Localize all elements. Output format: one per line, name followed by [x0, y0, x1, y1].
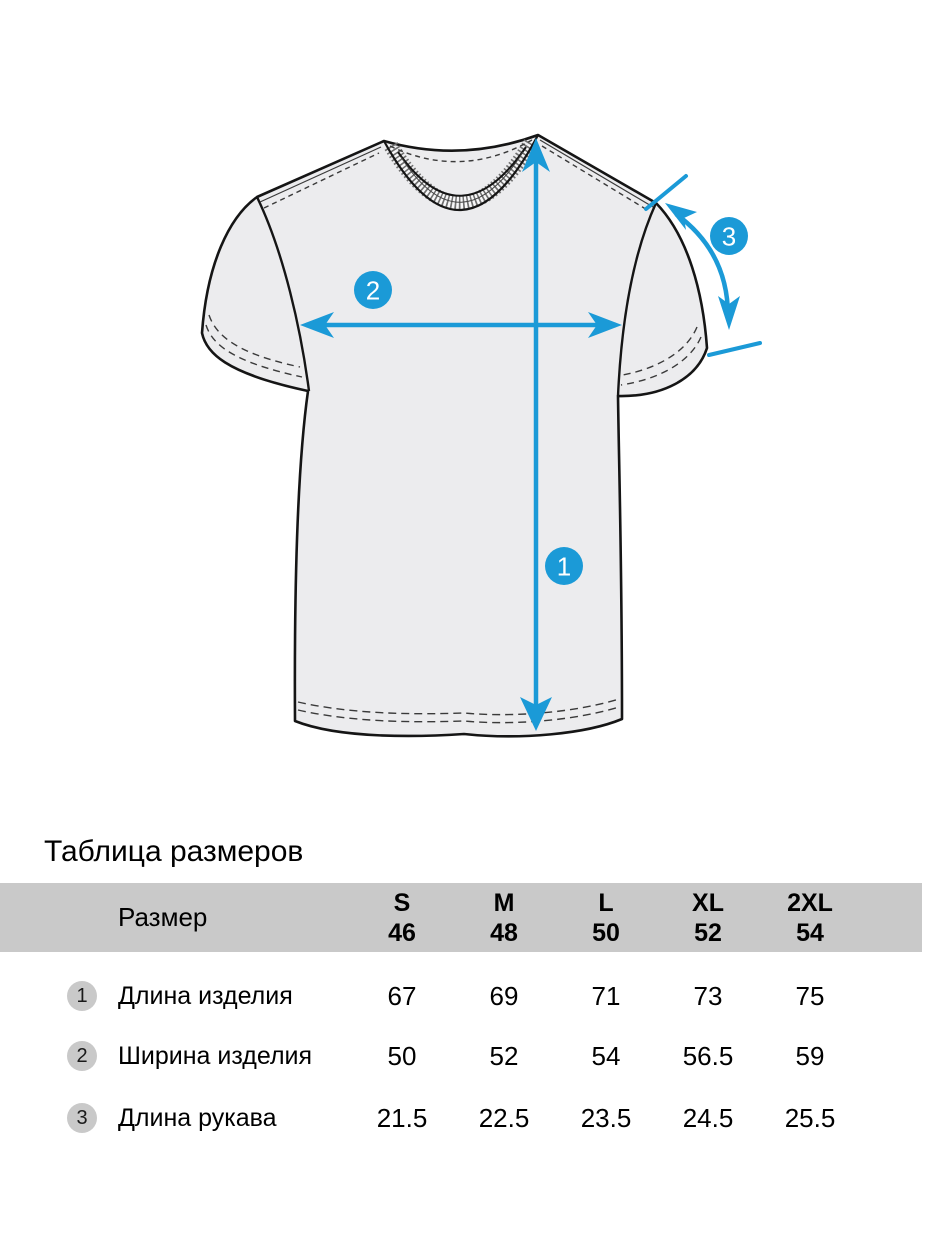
cell-value: 50 [387, 1041, 417, 1071]
collar-ribbing [384, 137, 539, 211]
left-shoulder-seam [259, 146, 382, 203]
size-header-l: L 50 [561, 888, 651, 948]
cell-value: 24.5 [682, 1103, 734, 1133]
size-code: M [493, 889, 515, 917]
size-number: 54 [796, 919, 824, 947]
cell-value: 75 [795, 981, 825, 1011]
measure-3-extension-bottom [707, 341, 762, 357]
collar-band-fill [384, 135, 538, 211]
cell-value: 67 [387, 981, 417, 1011]
size-number: 48 [490, 919, 518, 947]
right-cuff-stitch-outer [620, 336, 702, 386]
size-header-xl: XL 52 [663, 888, 753, 948]
measure-3-curve [674, 212, 731, 317]
measure-1-arrowhead-top [522, 138, 550, 172]
measure-3-extension-top [644, 174, 688, 211]
left-armhole-seam [255, 196, 311, 392]
measure-2-arrowhead-right [588, 312, 622, 338]
measure-2-arrowhead-left [300, 312, 334, 338]
table-header-row: Размер S 46 M 48 L 50 XL 52 2XL 54 [0, 883, 922, 952]
measure-badge-2: 2 [354, 271, 392, 309]
cell-value: 69 [489, 981, 519, 1011]
row-marker-badge: 2 [67, 1041, 97, 1071]
measure-3-arrowhead-top [665, 203, 697, 230]
table-row: 1 Длина изделия 67 69 71 73 75 [0, 976, 930, 1016]
right-armhole-seam [616, 202, 658, 397]
page-title: Таблица размеров [44, 835, 304, 868]
cell-value: 73 [693, 981, 723, 1011]
cell-value: 54 [591, 1041, 621, 1071]
collar-inner-outline [397, 146, 527, 197]
size-code: S [393, 889, 411, 917]
cell-value: 59 [795, 1041, 825, 1071]
size-header-s: S 46 [357, 888, 447, 948]
size-number: 52 [694, 919, 722, 947]
cell-value: 23.5 [580, 1103, 632, 1133]
size-number: 46 [388, 919, 416, 947]
measure-badge-1: 1 [545, 547, 583, 585]
cell-value: 52 [489, 1041, 519, 1071]
size-code: 2XL [787, 889, 833, 917]
size-code: XL [692, 889, 724, 917]
right-shoulder-stitch [541, 145, 650, 212]
left-cuff-stitch-inner [208, 314, 301, 368]
row-marker-badge: 1 [67, 981, 97, 1011]
cell-value: 25.5 [784, 1103, 836, 1133]
left-cuff-stitch-outer [205, 324, 303, 378]
table-row: 3 Длина рукава 21.5 22.5 23.5 24.5 25.5 [0, 1098, 930, 1138]
measure-badge-2-number: 2 [366, 275, 380, 305]
collar-outer-outline [383, 134, 539, 212]
row-label: Длина рукава [118, 1104, 277, 1132]
size-header-m: M 48 [459, 888, 549, 948]
measure-badge-3-number: 3 [722, 221, 736, 251]
size-number: 50 [592, 919, 620, 947]
collar-inner-seam [400, 151, 524, 203]
cell-value: 22.5 [478, 1103, 530, 1133]
back-neck-stitch [389, 139, 533, 163]
cell-value: 21.5 [376, 1103, 428, 1133]
row-label: Длина изделия [118, 982, 293, 1010]
measure-3-arrowhead-bottom [718, 296, 740, 330]
row-label: Ширина изделия [118, 1042, 313, 1070]
measure-badge-1-number: 1 [557, 551, 571, 581]
cell-value: 56.5 [682, 1041, 734, 1071]
left-shoulder-stitch [263, 152, 380, 209]
measure-1-arrowhead-bottom [520, 697, 552, 731]
tshirt-body-outline [200, 133, 709, 738]
right-cuff-stitch-inner [622, 326, 698, 376]
cell-value: 71 [591, 981, 621, 1011]
measure-badge-3: 3 [710, 217, 748, 255]
hem-stitch-lower [297, 706, 620, 724]
size-header-2xl: 2XL 54 [765, 888, 855, 948]
size-code: L [598, 889, 614, 917]
tshirt-measurement-diagram: 1 2 3 [200, 133, 762, 738]
hem-stitch-upper [297, 698, 620, 716]
table-row: 2 Ширина изделия 50 52 54 56.5 59 [0, 1036, 930, 1076]
size-column-label: Размер [118, 902, 208, 932]
row-marker-badge: 3 [67, 1103, 97, 1133]
right-shoulder-seam [539, 139, 654, 208]
